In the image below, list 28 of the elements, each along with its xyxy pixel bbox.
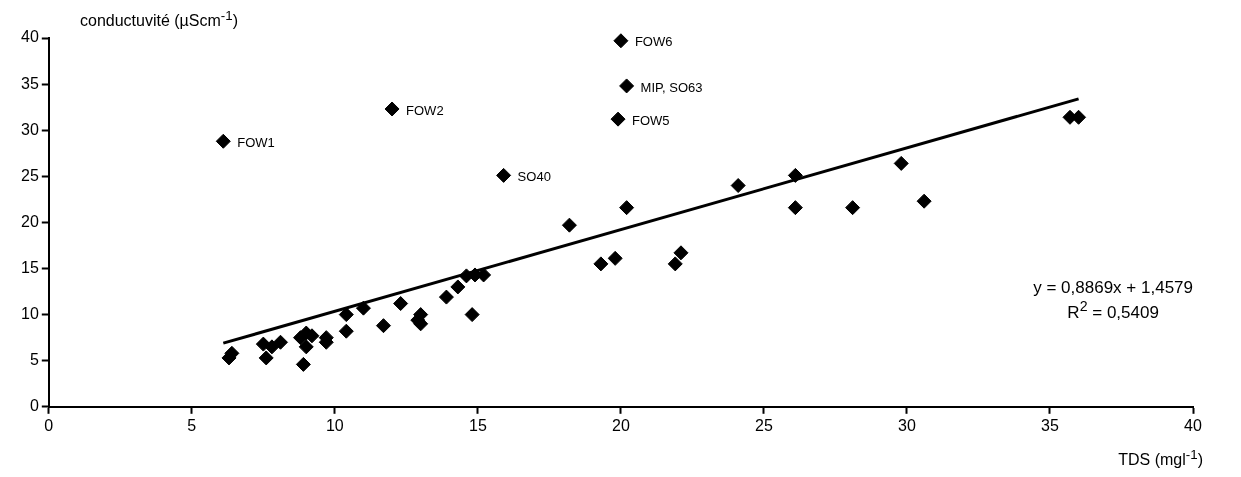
- x-tick-label: 10: [325, 416, 344, 434]
- x-tick-label: 40: [1184, 416, 1202, 434]
- x-tick-label: 20: [612, 416, 630, 434]
- annotation: R$^{2}$ = 0,5409: [1066, 298, 1160, 323]
- annotation: y = 0,8869x + 1,4579: [1033, 278, 1193, 298]
- annotation: FOW6: [634, 34, 673, 50]
- x-tick-label: 5: [187, 416, 197, 434]
- x-axis-title: TDS (mgl$^{-1}$): [1118, 446, 1203, 469]
- x-tick-label: 25: [755, 416, 773, 434]
- annotation: FOW2: [406, 102, 444, 118]
- y-tick-label: 35: [21, 74, 39, 92]
- annotation: MIP, SO63: [640, 79, 703, 95]
- y-tick-label: 15: [21, 258, 39, 276]
- y-tick-label: 0: [29, 397, 39, 415]
- y-tick-label: 10: [21, 305, 39, 323]
- annotation: SO40: [517, 168, 551, 184]
- y-tick-label: 40: [21, 28, 39, 46]
- y-axis-title: conductuvité (µScm$^{-1}$): [80, 8, 239, 31]
- y-tick-label: 25: [21, 166, 39, 184]
- y-tick-label: 5: [29, 351, 39, 369]
- x-tick-label: 30: [898, 416, 916, 434]
- y-tick-label: 30: [21, 120, 39, 138]
- x-tick-label: 15: [468, 416, 487, 434]
- y-tick-label: 20: [21, 212, 39, 230]
- x-tick-label: 0: [44, 416, 54, 434]
- x-tick-label: 35: [1041, 416, 1059, 434]
- annotation: FOW5: [632, 112, 670, 128]
- annotation: FOW1: [237, 134, 275, 150]
